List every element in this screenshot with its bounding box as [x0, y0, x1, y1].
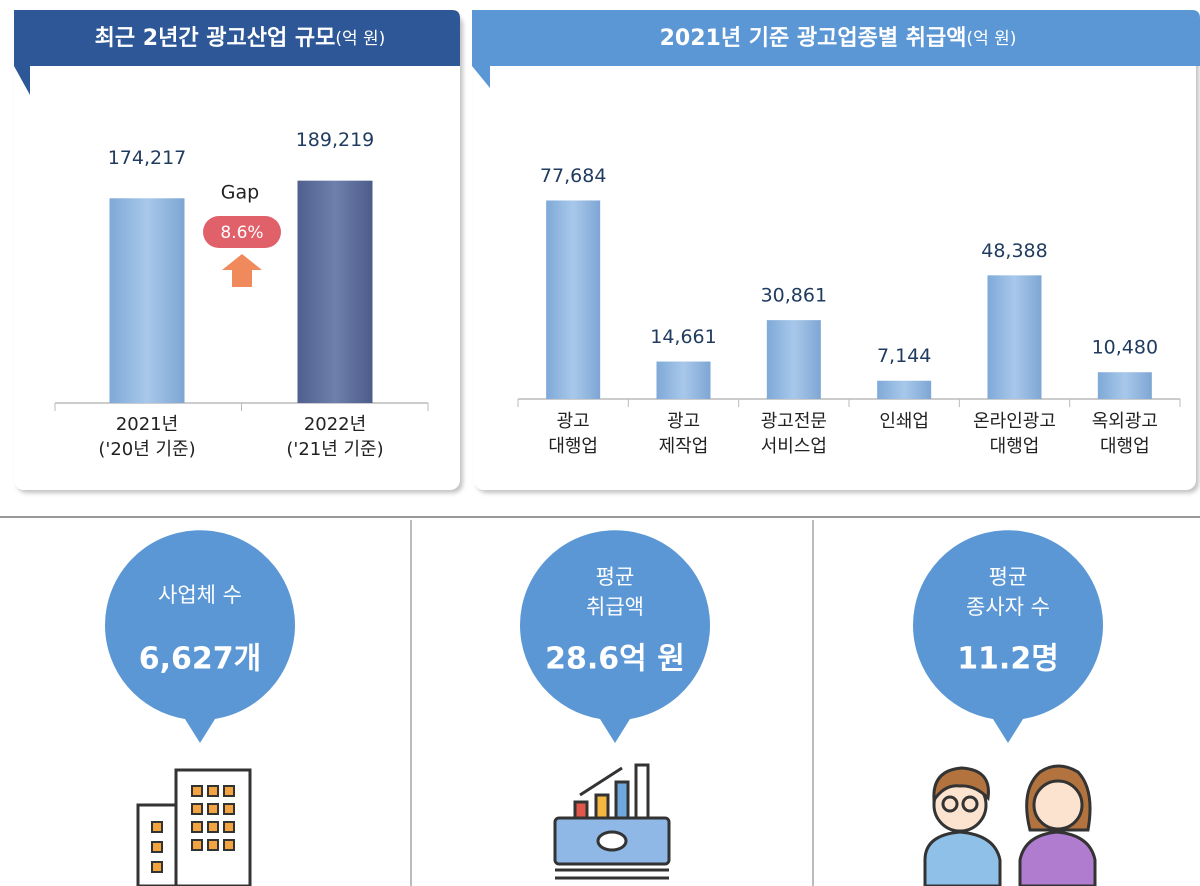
bar: [1097, 372, 1152, 399]
stat-label: 사업체 수: [158, 583, 242, 607]
value-label: 7,144: [877, 345, 931, 367]
bar: [987, 275, 1042, 399]
x-tick-label: 옥외광고: [1092, 411, 1158, 432]
bar: [109, 198, 185, 403]
x-tick-label: 온라인광고: [973, 411, 1056, 432]
x-tick-label: ('20년 기준): [98, 439, 195, 460]
x-tick-label: 광고전문: [761, 411, 827, 432]
gap-pill: [203, 216, 281, 248]
bar: [297, 180, 373, 403]
annotation: Gap: [221, 182, 259, 204]
stat-value: 6,627개: [139, 642, 262, 677]
chart-title: 최근 2년간 광고산업 규모(억 원): [95, 26, 386, 51]
x-tick-label: 대행업: [1100, 436, 1150, 457]
x-tick-label: 인쇄업: [879, 411, 929, 432]
title: 2021년 기준 광고업종별 취급액: [660, 26, 967, 51]
bar: [656, 361, 711, 399]
unit: (억 원): [966, 29, 1016, 49]
value-label: 189,219: [296, 129, 375, 151]
title: 최근 2년간 광고산업 규모: [95, 26, 336, 51]
x-tick-label: 2022년: [304, 414, 366, 435]
stat-value: 11.2명: [957, 642, 1059, 677]
chart-title: 2021년 기준 광고업종별 취급액(억 원): [660, 26, 1017, 51]
stat-label: 취급액: [586, 595, 644, 619]
bubble: [912, 530, 1103, 743]
value-label: 48,388: [981, 240, 1047, 262]
x-tick-label: 제작업: [659, 436, 709, 457]
x-tick-label: 2021년: [116, 414, 178, 435]
value-label: 30,861: [761, 285, 827, 307]
annotation: 8.6%: [220, 223, 263, 243]
bar: [766, 320, 821, 399]
panel: [14, 12, 460, 490]
x-tick-label: 광고: [667, 411, 700, 432]
people-icon: [923, 764, 1097, 886]
money-chart-icon: [553, 763, 671, 880]
header-bar: [472, 10, 1200, 88]
stat-label: 평균: [596, 565, 635, 589]
value-label: 174,217: [108, 147, 187, 169]
x-tick-label: 대행업: [548, 436, 598, 457]
up-arrow: [222, 254, 262, 287]
x-tick-label: 광고: [557, 411, 590, 432]
x-tick-label: 서비스업: [761, 436, 827, 457]
stat-label: 종사자 수: [966, 595, 1050, 619]
stat-value: 28.6억 원: [545, 642, 685, 677]
header-bar: [14, 10, 460, 95]
bar: [546, 200, 601, 399]
value-label: 10,480: [1092, 337, 1158, 359]
value-label: 14,661: [650, 326, 716, 348]
bubble: [104, 530, 295, 743]
unit: (억 원): [335, 29, 385, 49]
bubble: [519, 530, 710, 743]
value-label: 77,684: [540, 165, 606, 187]
x-tick-label: ('21년 기준): [286, 439, 383, 460]
stat-label: 평균: [989, 565, 1028, 589]
x-tick-label: 대행업: [990, 436, 1040, 457]
building-icon: [136, 768, 252, 886]
bar: [877, 380, 932, 399]
